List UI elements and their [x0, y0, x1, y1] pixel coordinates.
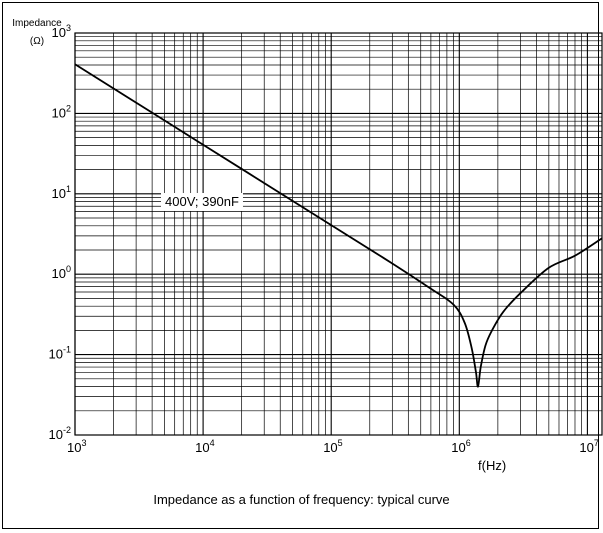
y-tick-label: 10-1 [49, 345, 71, 362]
plot-area [74, 32, 603, 436]
y-tick-label: 100 [52, 264, 71, 281]
x-tick-label: 107 [579, 438, 598, 455]
x-tick-label: 105 [323, 438, 342, 455]
x-tick-label: 104 [195, 438, 214, 455]
series-line [74, 63, 603, 388]
y-axis-unit: (Ω) [30, 36, 44, 47]
x-tick-label: 106 [451, 438, 470, 455]
y-tick-label: 101 [52, 184, 71, 201]
y-tick-label: 10-2 [49, 425, 71, 442]
y-axis-label: Impedance [12, 18, 62, 29]
chart-caption: Impedance as a function of frequency: ty… [153, 492, 450, 507]
grid [74, 32, 602, 436]
y-tick-label: 102 [52, 103, 71, 120]
annotation: 400V; 390nF [161, 193, 243, 211]
series-layer [74, 63, 603, 388]
x-axis-label: f(Hz) [478, 458, 506, 473]
chart-frame [2, 2, 599, 529]
annotation-label: 400V; 390nF [165, 194, 239, 209]
x-tick-label: 103 [67, 438, 86, 455]
axis-labels: 103 104 105 106 107 103 102 101 100 10-1 10-2 Imped… [12, 18, 599, 473]
y-tick-label: 103 [52, 23, 71, 40]
annotation-background [161, 193, 243, 211]
